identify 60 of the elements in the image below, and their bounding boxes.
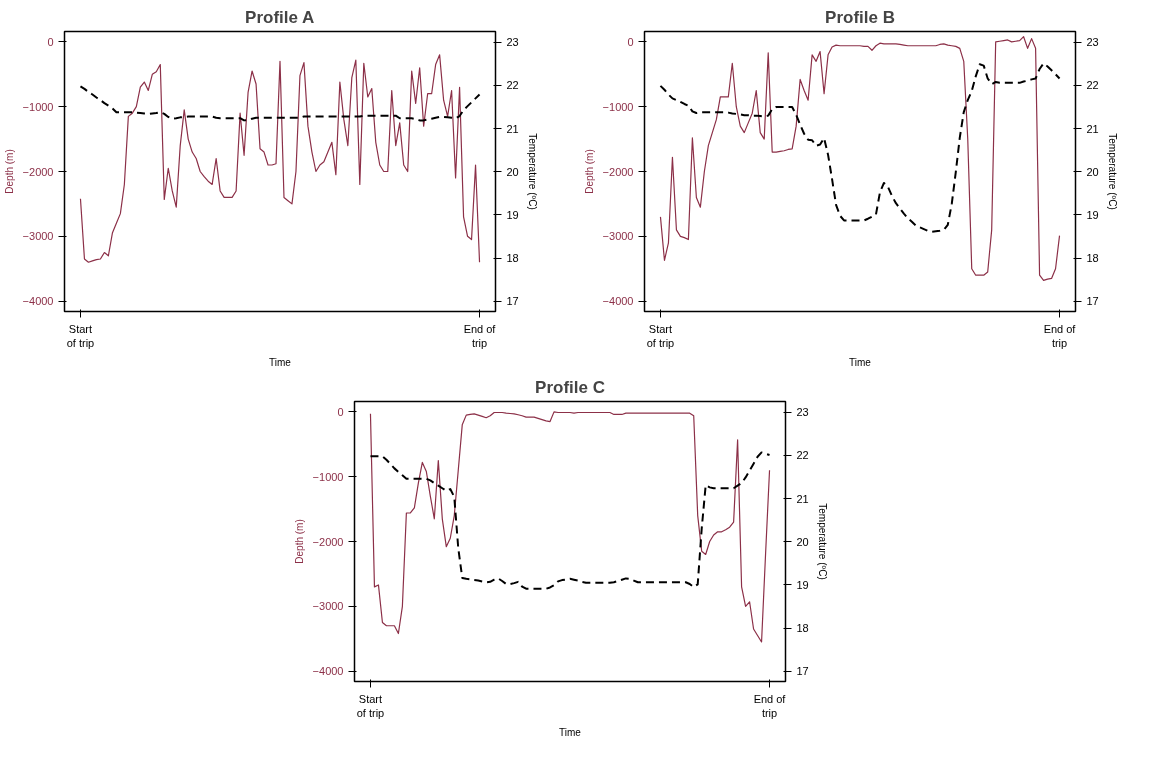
x-axis-title: Time: [559, 726, 582, 738]
line-series: [659, 62, 1061, 233]
y-tick-label: −2000: [22, 165, 54, 178]
y2-tick-label: 18: [796, 622, 809, 634]
y2-tick-label: 18: [1086, 252, 1099, 264]
y2-tick-label: 19: [1086, 208, 1099, 221]
y-axis-title: Depth (m): [3, 149, 15, 194]
x-tick-label: Start of trip: [66, 322, 95, 349]
y-tick-label: −1000: [312, 470, 344, 483]
y-tick-label: −3000: [22, 230, 54, 243]
y-tick-label: −3000: [312, 600, 344, 613]
x-axis-title: Time: [269, 356, 292, 368]
y-tick-label: −1000: [22, 100, 54, 113]
y2-axis-title: Temperature (ºC): [1106, 133, 1118, 210]
y2-tick-label: 21: [1086, 122, 1099, 135]
line-series: [659, 36, 1061, 281]
y2-tick-label: 23: [1086, 36, 1099, 49]
y2-tick-label: 19: [796, 578, 809, 591]
y2-tick-label: 18: [506, 252, 519, 264]
y-axis-title: Depth (m): [293, 519, 305, 564]
y2-axis-title: Temperature (ºC): [816, 503, 828, 580]
chart-title: Profile B: [825, 7, 895, 27]
y-tick-label: 0: [47, 35, 54, 48]
y2-tick-label: 22: [506, 79, 519, 92]
y-tick-label: 0: [337, 405, 344, 418]
x-tick-label: End of trip: [1043, 322, 1077, 349]
x-tick-label: Start of trip: [356, 692, 385, 719]
chart-title: Profile C: [535, 377, 605, 397]
y2-tick-label: 20: [796, 535, 809, 548]
y2-tick-label: 21: [796, 492, 809, 505]
y-tick-label: 0: [627, 35, 634, 48]
y-tick-label: −4000: [22, 295, 54, 308]
chart-title: Profile A: [245, 7, 315, 27]
y-tick-label: −4000: [312, 665, 344, 678]
line-series: [369, 411, 771, 643]
y2-tick-label: 17: [506, 295, 519, 308]
y2-tick-label: 19: [506, 208, 519, 221]
y2-tick-label: 20: [506, 165, 519, 178]
x-axis-title: Time: [849, 356, 872, 368]
y2-tick-label: 21: [506, 122, 519, 135]
y-tick-label: −4000: [602, 295, 634, 308]
y2-tick-label: 20: [1086, 165, 1099, 178]
line-series: [79, 85, 481, 122]
y2-tick-label: 23: [506, 36, 519, 49]
y2-axis-title: Temperature (ºC): [526, 133, 538, 210]
line-series: [79, 54, 481, 263]
y-tick-label: −2000: [312, 535, 344, 548]
x-tick-label: End of trip: [753, 692, 787, 719]
x-tick-label: End of trip: [463, 322, 497, 349]
line-series: [369, 451, 771, 590]
y-tick-label: −2000: [602, 165, 634, 178]
y-tick-label: −3000: [602, 230, 634, 243]
y2-tick-label: 22: [1086, 79, 1099, 92]
y2-tick-label: 17: [796, 665, 809, 678]
y2-tick-label: 22: [796, 449, 809, 462]
y-tick-label: −1000: [602, 100, 634, 113]
y-axis-title: Depth (m): [583, 149, 595, 194]
y2-tick-label: 23: [796, 406, 809, 419]
x-tick-label: Start of trip: [646, 322, 675, 349]
y2-tick-label: 17: [1086, 295, 1099, 308]
